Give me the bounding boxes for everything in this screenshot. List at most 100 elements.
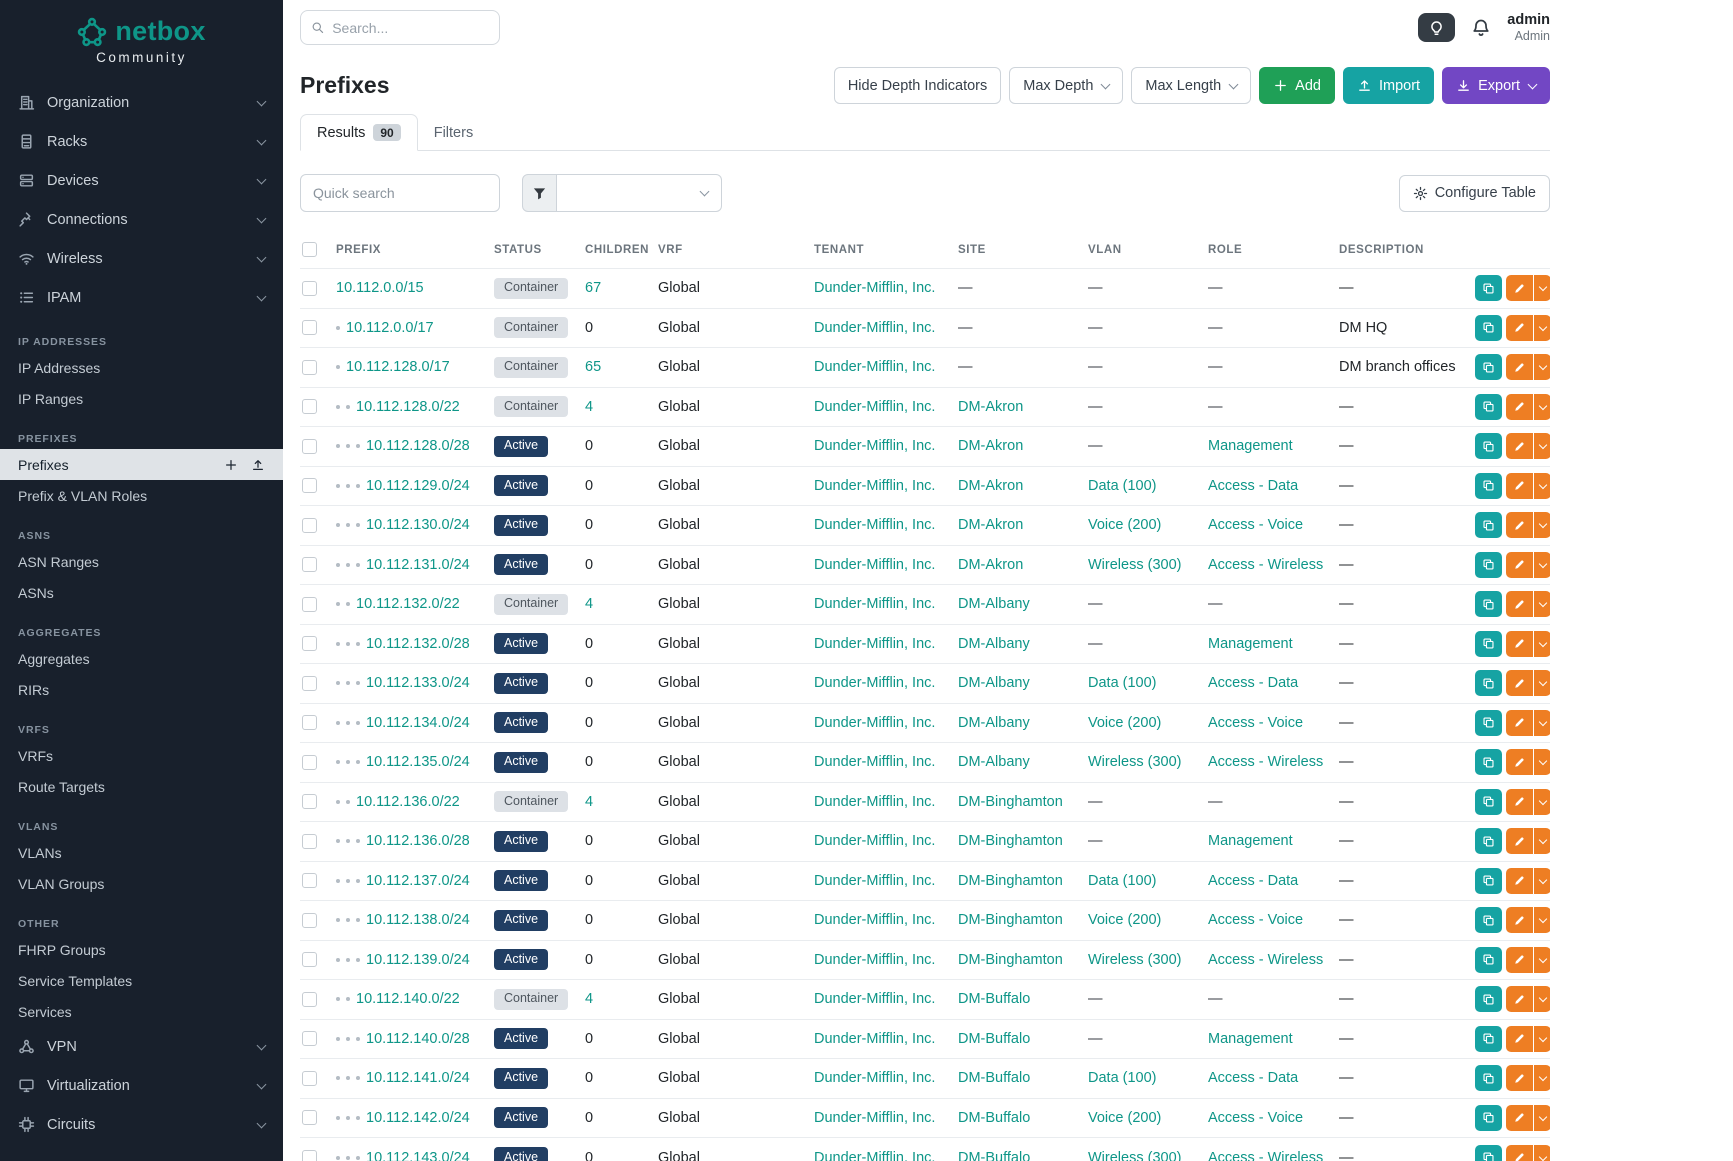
sidebar-item-wireless[interactable]: Wireless — [0, 239, 283, 278]
edit-dropdown-button[interactable] — [1534, 1144, 1550, 1161]
copy-button[interactable] — [1475, 472, 1502, 499]
prefix-link[interactable]: 10.112.140.0/22 — [356, 991, 460, 1008]
site-link[interactable]: DM-Buffalo — [958, 1030, 1031, 1047]
user-menu[interactable]: admin Admin — [1507, 11, 1550, 45]
tenant-link[interactable]: Dunder-Mifflin, Inc. — [814, 359, 936, 376]
col-vlan[interactable]: VLAN — [1088, 243, 1122, 256]
prefix-link[interactable]: 10.112.129.0/24 — [366, 477, 470, 494]
edit-button[interactable] — [1506, 551, 1533, 578]
prefix-link[interactable]: 10.112.135.0/24 — [366, 754, 470, 771]
saved-filter-select[interactable] — [557, 174, 722, 212]
row-checkbox[interactable] — [302, 1150, 317, 1161]
brand[interactable]: netbox Community — [0, 0, 283, 69]
sidebar-item-ipam[interactable]: IPAM — [0, 278, 283, 317]
row-checkbox[interactable] — [302, 952, 317, 968]
edit-button[interactable] — [1506, 433, 1533, 460]
max-depth-dropdown[interactable]: Max Depth — [1009, 67, 1124, 104]
sidebar-item-vlans[interactable]: VLANs — [18, 844, 62, 861]
children-link[interactable]: 4 — [585, 596, 594, 613]
role-link[interactable]: Access - Voice — [1208, 912, 1304, 929]
col-tenant[interactable]: TENANT — [814, 243, 865, 256]
prefix-link[interactable]: 10.112.128.0/22 — [356, 398, 460, 415]
sidebar-item-fhrp-groups[interactable]: FHRP Groups — [18, 941, 106, 958]
site-link[interactable]: DM-Binghamton — [958, 872, 1063, 889]
site-link[interactable]: DM-Binghamton — [958, 833, 1063, 850]
tenant-link[interactable]: Dunder-Mifflin, Inc. — [814, 872, 936, 889]
col-description[interactable]: DESCRIPTION — [1339, 243, 1424, 256]
tenant-link[interactable]: Dunder-Mifflin, Inc. — [814, 280, 936, 297]
edit-button[interactable] — [1506, 1104, 1533, 1131]
edit-dropdown-button[interactable] — [1534, 1025, 1550, 1052]
vlan-link[interactable]: Data (100) — [1088, 675, 1157, 692]
row-checkbox[interactable] — [302, 794, 317, 810]
site-link[interactable]: DM-Akron — [958, 517, 1024, 534]
tenant-link[interactable]: Dunder-Mifflin, Inc. — [814, 517, 936, 534]
prefix-link[interactable]: 10.112.136.0/28 — [366, 833, 470, 850]
col-role[interactable]: ROLE — [1208, 243, 1243, 256]
role-link[interactable]: Management — [1208, 438, 1293, 455]
edit-button[interactable] — [1506, 709, 1533, 736]
col-prefix[interactable]: PREFIX — [336, 243, 381, 256]
copy-button[interactable] — [1475, 393, 1502, 420]
copy-button[interactable] — [1475, 354, 1502, 381]
edit-button[interactable] — [1506, 670, 1533, 697]
prefix-link[interactable]: 10.112.130.0/24 — [366, 517, 470, 534]
edit-dropdown-button[interactable] — [1534, 630, 1550, 657]
site-link[interactable]: DM-Albany — [958, 754, 1030, 771]
hide-depth-indicators-button[interactable]: Hide Depth Indicators — [833, 67, 1002, 104]
tenant-link[interactable]: Dunder-Mifflin, Inc. — [814, 556, 936, 573]
copy-button[interactable] — [1475, 591, 1502, 618]
site-link[interactable]: DM-Buffalo — [958, 991, 1031, 1008]
prefix-link[interactable]: 10.112.136.0/22 — [356, 793, 460, 810]
role-link[interactable]: Management — [1208, 1030, 1293, 1047]
row-checkbox[interactable] — [302, 912, 317, 928]
sidebar-item-connections[interactable]: Connections — [0, 200, 283, 239]
copy-button[interactable] — [1475, 1104, 1502, 1131]
vlan-link[interactable]: Wireless (300) — [1088, 1149, 1182, 1161]
vlan-link[interactable]: Data (100) — [1088, 477, 1157, 494]
site-link[interactable]: DM-Binghamton — [958, 912, 1063, 929]
edit-dropdown-button[interactable] — [1534, 275, 1550, 302]
copy-button[interactable] — [1475, 946, 1502, 973]
sidebar-item-racks[interactable]: Racks — [0, 122, 283, 161]
edit-dropdown-button[interactable] — [1534, 433, 1550, 460]
copy-button[interactable] — [1475, 670, 1502, 697]
edit-dropdown-button[interactable] — [1534, 472, 1550, 499]
copy-button[interactable] — [1475, 433, 1502, 460]
sidebar-item-organization[interactable]: Organization — [0, 83, 283, 122]
vlan-link[interactable]: Data (100) — [1088, 872, 1157, 889]
sidebar-item-vpn[interactable]: VPN — [0, 1027, 283, 1066]
bell-icon[interactable] — [1471, 18, 1491, 38]
vlan-link[interactable]: Wireless (300) — [1088, 556, 1182, 573]
tenant-link[interactable]: Dunder-Mifflin, Inc. — [814, 438, 936, 455]
row-checkbox[interactable] — [302, 1070, 317, 1086]
row-checkbox[interactable] — [302, 636, 317, 652]
row-checkbox[interactable] — [302, 280, 317, 296]
copy-button[interactable] — [1475, 709, 1502, 736]
sidebar-item-rirs[interactable]: RIRs — [18, 681, 50, 698]
copy-button[interactable] — [1475, 1065, 1502, 1092]
global-search[interactable] — [300, 10, 500, 45]
filter-button[interactable] — [522, 174, 557, 212]
sidebar-item-service-templates[interactable]: Service Templates — [18, 972, 133, 989]
col-children[interactable]: CHILDREN — [585, 243, 650, 256]
tenant-link[interactable]: Dunder-Mifflin, Inc. — [814, 714, 936, 731]
edit-button[interactable] — [1506, 1065, 1533, 1092]
site-link[interactable]: DM-Albany — [958, 675, 1030, 692]
edit-button[interactable] — [1506, 1144, 1533, 1161]
quick-add-button[interactable] — [224, 458, 238, 472]
edit-dropdown-button[interactable] — [1534, 788, 1550, 815]
col-site[interactable]: SITE — [958, 243, 986, 256]
row-checkbox[interactable] — [302, 754, 317, 770]
prefix-link[interactable]: 10.112.141.0/24 — [366, 1070, 470, 1087]
export-dropdown-button[interactable]: Export — [1442, 67, 1550, 104]
edit-button[interactable] — [1506, 472, 1533, 499]
sidebar-item-services[interactable]: Services — [18, 1003, 72, 1020]
children-link[interactable]: 4 — [585, 398, 594, 415]
vlan-link[interactable]: Wireless (300) — [1088, 754, 1182, 771]
prefix-link[interactable]: 10.112.128.0/17 — [346, 359, 450, 376]
tenant-link[interactable]: Dunder-Mifflin, Inc. — [814, 912, 936, 929]
site-link[interactable]: DM-Albany — [958, 635, 1030, 652]
vlan-link[interactable]: Voice (200) — [1088, 714, 1162, 731]
role-link[interactable]: Access - Voice — [1208, 714, 1304, 731]
